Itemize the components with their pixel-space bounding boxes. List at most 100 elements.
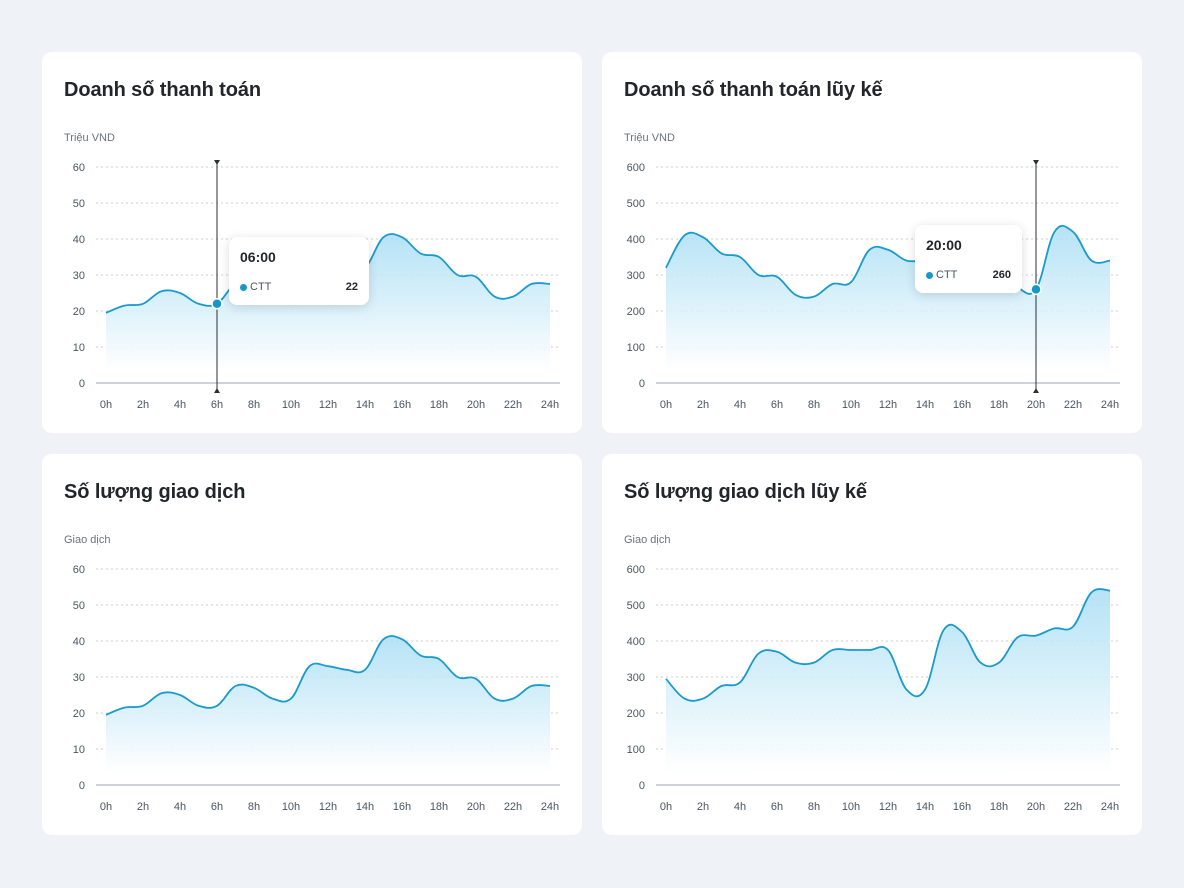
chart-tooltip: 06:00 CTT 22 [229, 237, 369, 305]
y-axis-unit-label: Triệu VND [624, 132, 675, 144]
x-tick-label: 10h [842, 399, 860, 411]
tooltip-time: 20:00 [926, 237, 962, 253]
series-color-dot [240, 284, 247, 291]
y-tick-label: 200 [627, 306, 645, 318]
y-tick-label: 40 [73, 636, 85, 648]
y-tick-label: 30 [73, 672, 85, 684]
x-tick-label: 22h [1064, 801, 1082, 813]
cumulative-payment-sales-card: Doanh số thanh toán lũy kế Triệu VND 0 10… [602, 52, 1142, 433]
y-tick-label: 60 [73, 162, 85, 174]
area-chart[interactable]: 0 100 200 300 400 500 600 0h 2h 4h 6h 8h 10h 12h 14h 16… [602, 52, 1142, 433]
cursor-arrow-top-icon [1033, 160, 1039, 165]
cursor-arrow-bottom-icon [214, 388, 220, 393]
x-tick-label: 8h [248, 801, 260, 813]
x-tick-label: 12h [319, 801, 337, 813]
y-tick-label: 500 [627, 198, 645, 210]
y-tick-label: 600 [627, 564, 645, 576]
y-tick-label: 0 [639, 378, 645, 390]
chart-title: Doanh số thanh toán [64, 79, 261, 101]
x-tick-label: 12h [319, 399, 337, 411]
x-tick-label: 18h [430, 801, 448, 813]
x-tick-label: 20h [1027, 399, 1045, 411]
x-tick-label: 6h [771, 399, 783, 411]
y-tick-label: 50 [73, 198, 85, 210]
y-tick-label: 100 [627, 744, 645, 756]
y-tick-label: 40 [73, 234, 85, 246]
x-tick-label: 18h [990, 801, 1008, 813]
x-tick-label: 12h [879, 801, 897, 813]
x-tick-label: 24h [1101, 801, 1119, 813]
y-tick-label: 300 [627, 672, 645, 684]
y-tick-label: 600 [627, 162, 645, 174]
y-tick-label: 0 [79, 780, 85, 792]
x-tick-label: 14h [916, 801, 934, 813]
x-tick-label: 4h [734, 801, 746, 813]
x-tick-label: 0h [660, 399, 672, 411]
data-point-marker [211, 298, 223, 310]
y-axis-unit-label: Giao dịch [64, 534, 111, 546]
series-area-fill [666, 225, 1110, 371]
tooltip-value: 22 [345, 281, 358, 293]
transaction-count-card: Số lượng giao dịch Giao dịch 0 10 20 30 40 50… [42, 454, 582, 835]
area-chart[interactable]: 0 100 200 300 400 500 600 0h 2h 4h 6h 8h 10h 12h 14h 16… [602, 454, 1142, 835]
tooltip-value: 260 [992, 269, 1011, 281]
x-tick-label: 20h [467, 399, 485, 411]
x-tick-label: 18h [430, 399, 448, 411]
y-tick-label: 0 [79, 378, 85, 390]
x-tick-label: 2h [697, 399, 709, 411]
x-tick-label: 4h [174, 399, 186, 411]
chart-tooltip: 20:00 CTT 260 [915, 225, 1022, 293]
x-tick-label: 20h [1027, 801, 1045, 813]
x-tick-label: 16h [953, 801, 971, 813]
data-point-marker [1030, 283, 1042, 296]
x-tick-label: 14h [356, 801, 374, 813]
chart-title: Số lượng giao dịch lũy kế [624, 481, 867, 503]
tooltip-time: 06:00 [240, 249, 276, 265]
y-tick-label: 10 [73, 342, 85, 354]
chart-title: Doanh số thanh toán lũy kế [624, 79, 883, 101]
x-tick-label: 24h [541, 801, 559, 813]
y-tick-label: 400 [627, 636, 645, 648]
x-tick-label: 0h [100, 399, 112, 411]
series-line [105, 635, 551, 716]
y-axis-unit-label: Triệu VND [64, 132, 115, 144]
x-tick-label: 8h [808, 801, 820, 813]
x-tick-label: 22h [504, 399, 522, 411]
x-tick-label: 22h [1064, 399, 1082, 411]
x-tick-label: 0h [100, 801, 112, 813]
x-tick-label: 16h [393, 399, 411, 411]
x-tick-label: 4h [174, 801, 186, 813]
area-chart[interactable]: 0 10 20 30 40 50 60 0h 2h 4h 6h 8h 10h 12h 14h 16h 18h 20… [42, 454, 582, 835]
x-tick-label: 14h [916, 399, 934, 411]
series-color-dot [926, 272, 933, 279]
x-tick-label: 18h [990, 399, 1008, 411]
x-tick-label: 14h [356, 399, 374, 411]
chart-title: Số lượng giao dịch [64, 481, 246, 503]
y-tick-label: 500 [627, 600, 645, 612]
x-tick-label: 6h [211, 399, 223, 411]
payment-sales-card: Doanh số thanh toán Triệu VND 0 10 20 30 40 5… [42, 52, 582, 433]
cursor-arrow-top-icon [214, 160, 220, 165]
y-tick-label: 20 [73, 306, 85, 318]
cumulative-transaction-count-card: Số lượng giao dịch lũy kế Giao dịch 0 100… [602, 454, 1142, 835]
y-tick-label: 50 [73, 600, 85, 612]
tooltip-series-name: CTT [936, 269, 958, 281]
y-tick-label: 100 [627, 342, 645, 354]
x-tick-label: 4h [734, 399, 746, 411]
y-axis-unit-label: Giao dịch [624, 534, 671, 546]
x-tick-label: 0h [660, 801, 672, 813]
y-tick-label: 20 [73, 708, 85, 720]
x-tick-label: 12h [879, 399, 897, 411]
x-tick-label: 24h [541, 399, 559, 411]
y-tick-label: 30 [73, 270, 85, 282]
y-tick-label: 0 [639, 780, 645, 792]
x-tick-label: 24h [1101, 399, 1119, 411]
y-tick-label: 400 [627, 234, 645, 246]
y-tick-label: 200 [627, 708, 645, 720]
x-tick-label: 10h [842, 801, 860, 813]
x-tick-label: 20h [467, 801, 485, 813]
series-area-fill [666, 589, 1110, 773]
y-tick-label: 10 [73, 744, 85, 756]
x-tick-label: 16h [393, 801, 411, 813]
x-tick-label: 10h [282, 399, 300, 411]
